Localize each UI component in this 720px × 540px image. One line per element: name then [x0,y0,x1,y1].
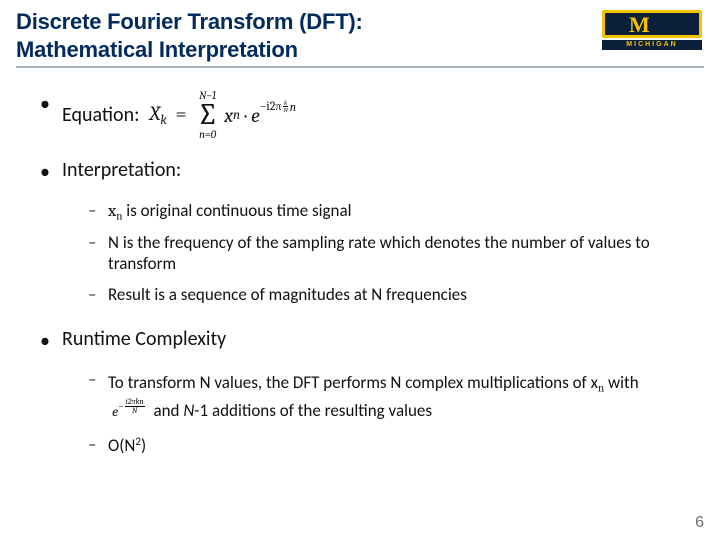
slide-title: Discrete Fourier Transform (DFT): Mathem… [16,8,590,63]
bullet-dot-icon: • [40,166,48,178]
runtime-sub-2: – O(N2) [88,434,680,456]
bullet-dot-icon: • [40,335,48,347]
dash-icon: – [88,434,98,456]
title-underline [16,66,704,68]
dash-icon: – [88,200,98,222]
page-number: 6 [695,514,704,532]
interpretation-sub-1: – xn is original continuous time signal [88,200,680,222]
equation-label: Equation: [62,103,139,127]
title-line-2: Mathematical Interpretation [16,36,590,64]
dash-icon: – [88,284,98,305]
bullet-equation: • Equation: Xk = N−1 ∑ n=0 xn · [40,90,680,140]
interpretation-sub-2: – N is the frequency of the sampling rat… [88,232,680,274]
bullet-runtime: • Runtime Complexity [40,327,680,351]
interpretation-sub-3: – Result is a sequence of magnitudes at … [88,284,680,305]
logo-wordmark: MICHIGAN [602,40,702,50]
dash-icon: – [88,232,98,274]
dft-equation: Xk = N−1 ∑ n=0 xn · e −i2π [149,90,296,140]
runtime-label: Runtime Complexity [62,327,226,351]
title-line-1: Discrete Fourier Transform (DFT): [16,8,590,36]
michigan-logo: M MICHIGAN [602,10,702,56]
sigma-icon: ∑ [197,101,218,129]
bullet-dot-icon: • [40,98,48,110]
inline-exponent: e − i2πkn N [112,401,146,423]
slide-body: • Equation: Xk = N−1 ∑ n=0 xn · [40,90,680,510]
runtime-sub-1: – To transform N values, the DFT perform… [88,369,680,424]
logo-block-m: M [602,10,702,38]
dash-icon: – [88,369,98,424]
slide: Discrete Fourier Transform (DFT): Mathem… [0,0,720,540]
bullet-interpretation: • Interpretation: [40,158,680,182]
interpretation-label: Interpretation: [62,158,181,182]
